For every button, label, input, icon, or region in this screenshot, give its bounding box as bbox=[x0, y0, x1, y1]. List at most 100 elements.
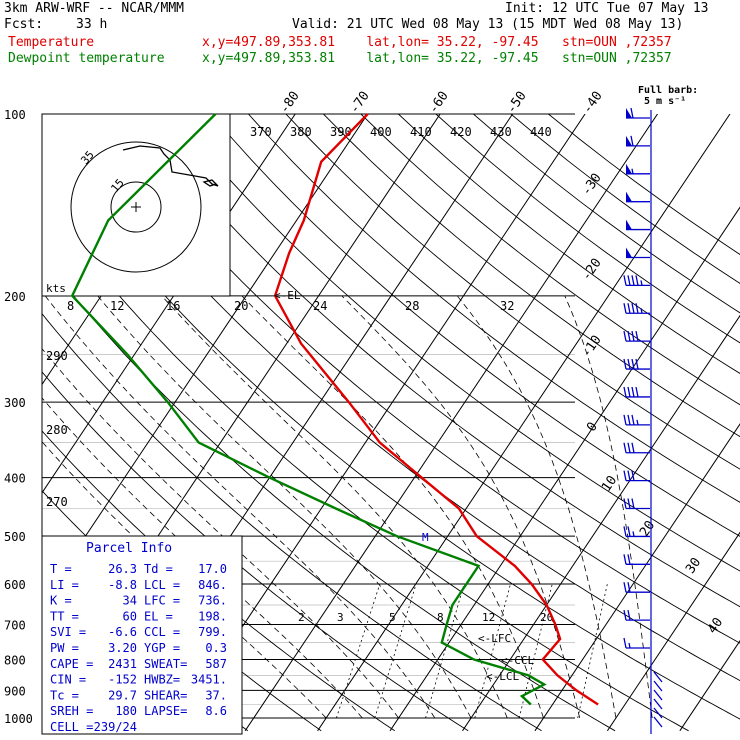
dewpoint-trace bbox=[70, 113, 547, 706]
moist-adiabat-15 bbox=[161, 295, 508, 719]
parcel-key2-2: LFC = bbox=[144, 594, 180, 608]
hodo-units-label: kts bbox=[46, 282, 66, 295]
wind-barb-full bbox=[623, 275, 627, 286]
mixing-ratio-line-8 bbox=[474, 583, 511, 719]
wind-barb bbox=[626, 191, 650, 203]
parcel-value2-3: 198. bbox=[198, 609, 227, 623]
pressure-label-1000: 1000 bbox=[4, 712, 33, 726]
hodo-speed-label-16: 16 bbox=[166, 299, 180, 313]
wind-barb bbox=[623, 554, 650, 565]
hodo-speed-labels: 8 12 16 20 24 28 32 bbox=[67, 299, 514, 313]
parcel-value2-2: 736. bbox=[198, 594, 227, 608]
pressure-label-700: 700 bbox=[4, 618, 26, 632]
wind-barb-full bbox=[631, 303, 635, 314]
temperature-legend: Temperature bbox=[8, 35, 95, 50]
wind-barb-full bbox=[627, 414, 631, 425]
wind-barb-full bbox=[631, 331, 635, 342]
wind-barb-full bbox=[631, 414, 635, 425]
wind-barb-full bbox=[623, 303, 627, 314]
mixing-ratio-label-8: 8 bbox=[437, 611, 444, 624]
theta-label-420: 420 bbox=[450, 125, 472, 139]
forecast-hour: 33 h bbox=[76, 17, 108, 32]
parcel-key-10: CELL = bbox=[50, 720, 93, 734]
parcel-value-9: 180 bbox=[115, 704, 137, 718]
dry-adiabat-290 bbox=[42, 312, 542, 732]
isotherm--30 bbox=[172, 114, 586, 732]
hodo-speed-label-28: 28 bbox=[405, 299, 419, 313]
dewpoint-location: x,y=497.89,353.81 lat,lon= 35.22, -97.45… bbox=[202, 51, 672, 66]
moist-adiabat-5 bbox=[44, 295, 436, 719]
parcel-key-4: SVI = bbox=[50, 625, 86, 639]
wind-barb-full bbox=[631, 386, 635, 398]
parcel-value-5: 3.20 bbox=[108, 641, 137, 655]
hodo-speed-label-32: 32 bbox=[500, 299, 514, 313]
parcel-value-3: 60 bbox=[123, 609, 137, 623]
parcel-key-8: Tc = bbox=[50, 688, 79, 702]
mixing-ratio-label-2: 2 bbox=[298, 611, 305, 624]
hodograph: 35 15 kts bbox=[41, 113, 231, 297]
dry-adiabat-450 bbox=[510, 114, 740, 284]
parcel-key2-5: YGP = bbox=[144, 641, 180, 655]
dry-adiabat-340 bbox=[97, 114, 740, 644]
parcel-key-7: CIN = bbox=[50, 673, 86, 687]
wind-barb-full bbox=[623, 331, 627, 342]
dry-adiabat-460 bbox=[547, 114, 740, 255]
wind-barb-flag bbox=[626, 135, 632, 146]
isotherm-label-20: 20 bbox=[637, 518, 658, 539]
init-time: Init: 12 UTC Tue 07 May 13 bbox=[505, 1, 709, 16]
wind-barb-low bbox=[653, 689, 663, 701]
hodo-speed-label-12: 12 bbox=[110, 299, 124, 313]
parcel-key2-1: LCL = bbox=[144, 578, 180, 592]
dry-adiabat-310 bbox=[42, 198, 689, 732]
dry-adiabat-lines bbox=[42, 114, 740, 732]
temperature-trace bbox=[273, 113, 599, 706]
parcel-value-7: -152 bbox=[108, 673, 137, 687]
dry-adiabat-370 bbox=[210, 114, 740, 537]
parcel-key2-6: SWEAT= bbox=[144, 657, 187, 671]
parcel-key2-8: SHEAR= bbox=[144, 688, 187, 702]
wind-barb-full bbox=[623, 414, 627, 425]
moist-adiabat-0 bbox=[42, 348, 399, 719]
parcel-value-4: -6.6 bbox=[108, 625, 137, 639]
wind-barb-low bbox=[653, 716, 663, 728]
isotherm-label--50: -50 bbox=[504, 89, 530, 117]
wind-barb bbox=[623, 470, 650, 482]
theta-label-left-280: 280 bbox=[46, 423, 68, 437]
theta-label-left-270: 270 bbox=[46, 495, 68, 509]
wind-barb-full bbox=[630, 135, 634, 147]
parcel-key-5: PW = bbox=[50, 641, 79, 655]
wind-barb bbox=[623, 609, 650, 621]
parcel-key-9: SREH = bbox=[50, 704, 93, 718]
isotherm-label-0: 0 bbox=[584, 420, 601, 435]
mixing-ratio-lines bbox=[336, 583, 608, 719]
moist-adiabat-35 bbox=[564, 295, 653, 719]
wind-barb-full bbox=[635, 275, 639, 286]
wind-barb bbox=[623, 303, 650, 314]
parcel-value2-6: 587 bbox=[205, 657, 227, 671]
wind-barb-full bbox=[627, 470, 631, 481]
wind-barb-low bbox=[653, 698, 663, 710]
isotherm-40 bbox=[679, 639, 740, 732]
wind-barb-half bbox=[640, 308, 643, 314]
wind-barb-full bbox=[627, 303, 631, 314]
pressure-label-900: 900 bbox=[4, 684, 26, 698]
wind-barb-full bbox=[623, 637, 627, 649]
wind-barb-full bbox=[631, 275, 635, 286]
mixing-ratio-label-5: 5 bbox=[389, 611, 396, 624]
ccl-marker: <-CCL bbox=[501, 654, 534, 667]
hodo-speed-label-20: 20 bbox=[234, 299, 248, 313]
hodo-speed-label-8: 8 bbox=[67, 299, 74, 313]
wind-barbs bbox=[623, 107, 663, 734]
isotherm-label-10: 10 bbox=[599, 473, 620, 494]
theta-label-390: 390 bbox=[330, 125, 352, 139]
parcel-info-title: Parcel Info bbox=[86, 541, 172, 556]
wind-barb-full bbox=[623, 470, 627, 481]
parcel-value2-0: 17.0 bbox=[198, 562, 227, 576]
dry-adiabat-390 bbox=[285, 114, 740, 470]
theta-label-400: 400 bbox=[370, 125, 392, 139]
wind-barb-half bbox=[631, 168, 634, 174]
wind-barb bbox=[626, 247, 650, 259]
parcel-value-10: 239/24 bbox=[94, 720, 137, 734]
parcel-key-1: LI = bbox=[50, 578, 79, 592]
